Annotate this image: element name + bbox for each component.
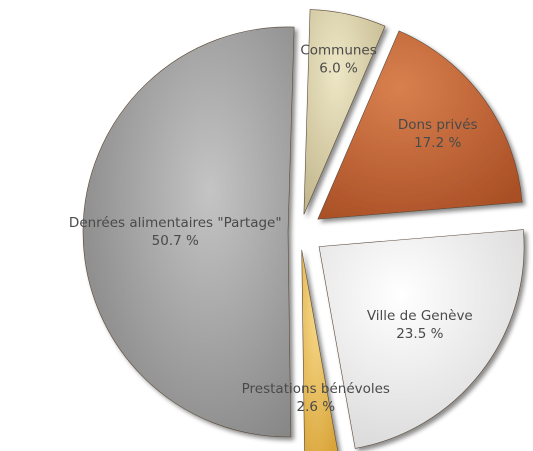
- slice-name-dons-prives: Dons privés: [398, 117, 478, 133]
- slice-name-prestations-benevoles: Prestations bénévoles: [242, 381, 390, 397]
- pie-slice-dons-prives: [317, 30, 523, 220]
- slice-name-denrees-alimentaires-partage: Denrées alimentaires "Partage": [69, 215, 282, 231]
- slice-value-denrees-alimentaires-partage: 50.7 %: [152, 233, 199, 249]
- slice-value-ville-de-geneve: 23.5 %: [396, 326, 443, 342]
- pie-slice-prestations-benevoles: [301, 249, 339, 451]
- pie-slice-denrees-alimentaires-partage: [82, 26, 295, 438]
- slice-name-communes: Communes: [300, 42, 376, 58]
- pie-slice-ville-de-geneve: [318, 229, 525, 449]
- slice-value-prestations-benevoles: 2.6 %: [297, 399, 336, 415]
- pie-slice-communes: [303, 9, 386, 215]
- slice-value-communes: 6.0 %: [319, 60, 358, 76]
- slice-name-ville-de-geneve: Ville de Genève: [367, 308, 473, 324]
- slice-value-dons-prives: 17.2 %: [414, 135, 461, 151]
